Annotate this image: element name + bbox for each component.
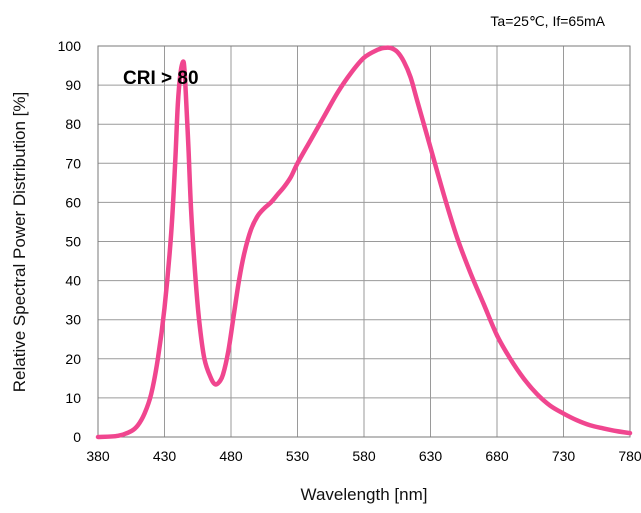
x-tick-label: 430 <box>153 448 177 464</box>
x-tick-label: 380 <box>86 448 110 464</box>
condition-label: Ta=25℃, If=65mA <box>490 13 605 29</box>
x-tick-label: 730 <box>552 448 576 464</box>
y-tick-label: 50 <box>65 234 81 250</box>
y-tick-label: 10 <box>65 390 81 406</box>
cri-annotation: CRI > 80 <box>123 68 199 89</box>
x-tick-label: 580 <box>352 448 376 464</box>
x-axis-title: Wavelength [nm] <box>301 485 428 504</box>
spectrum-series-line <box>95 45 633 440</box>
y-tick-label: 80 <box>65 116 81 132</box>
x-axis-ticks: 380 430 480 530 580 630 680 730 780 <box>86 448 641 464</box>
y-tick-label: 70 <box>65 155 81 171</box>
y-tick-label: 40 <box>65 273 81 289</box>
grid-lines <box>98 46 630 437</box>
plot-frame <box>97 45 631 438</box>
y-tick-label: 30 <box>65 312 81 328</box>
y-tick-label: 20 <box>65 351 81 367</box>
y-axis-ticks: 0 10 20 30 40 50 60 70 80 90 100 <box>58 38 82 445</box>
x-tick-label: 780 <box>618 448 641 464</box>
y-tick-label: 60 <box>65 194 81 210</box>
x-tick-label: 480 <box>219 448 243 464</box>
y-tick-label: 0 <box>73 429 81 445</box>
y-tick-label: 100 <box>58 38 82 54</box>
x-tick-label: 680 <box>485 448 509 464</box>
y-tick-label: 90 <box>65 77 81 93</box>
x-tick-label: 530 <box>286 448 310 464</box>
y-axis-title: Relative Spectral Power Distribution [%] <box>10 92 29 392</box>
x-tick-label: 630 <box>419 448 443 464</box>
